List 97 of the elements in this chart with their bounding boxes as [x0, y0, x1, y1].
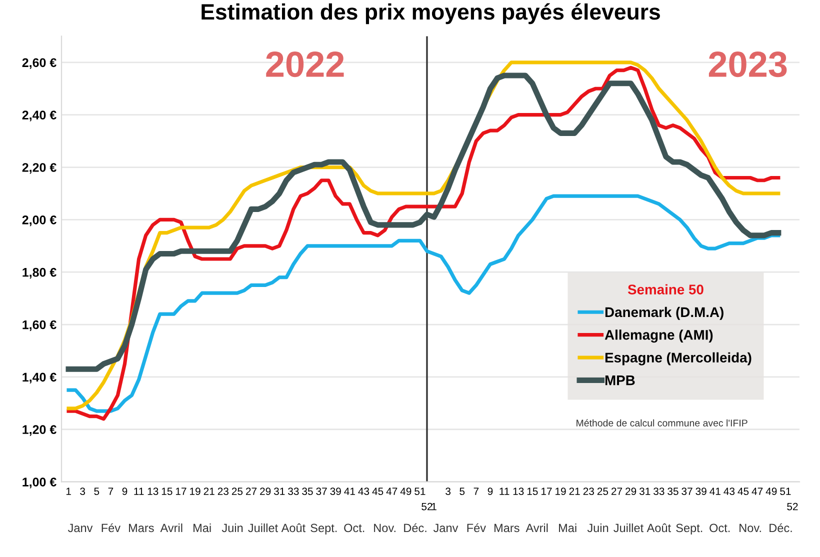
x-tick-label: 9: [122, 488, 128, 496]
x-tick-label: 1: [432, 503, 436, 510]
x-tick-label: 41: [710, 488, 720, 495]
y-tick-label: 2,20 €: [22, 163, 56, 174]
text: Déc.: [770, 523, 792, 532]
legend-label: MPB: [605, 376, 635, 386]
x-tick-label: 25: [232, 488, 243, 496]
y-tick-label: 1,40 €: [22, 372, 56, 384]
x-tick-label: 49: [400, 488, 412, 496]
x-tick-label: 19: [556, 488, 566, 496]
x-tick-label: 17: [541, 488, 552, 495]
y-tick-label: 1,80 €: [22, 268, 56, 279]
text: Nov.: [374, 524, 396, 532]
text: Janv: [68, 524, 93, 532]
x-tick-label: 29: [260, 488, 271, 496]
annotation: 2022: [266, 52, 344, 78]
text: Nov.: [740, 524, 761, 532]
x-tick-label: 27: [611, 488, 622, 495]
x-tick-label: 49: [766, 488, 777, 496]
text: Août: [281, 523, 306, 532]
y-tick-label: 2,60 €: [22, 58, 56, 69]
text: Août: [646, 523, 671, 532]
line-series: [66, 194, 780, 413]
x-tick-label: 33: [654, 488, 664, 496]
x-tick-label: 11: [500, 488, 510, 495]
text: Avril: [526, 523, 548, 532]
x-tick-label: 52: [787, 502, 798, 510]
text: Sept.: [676, 524, 702, 534]
legend-label: Danemark (D.M.A): [605, 306, 724, 320]
x-tick-label: 41: [344, 488, 355, 495]
x-tick-label: 5: [94, 488, 100, 496]
text: Janv: [433, 524, 458, 532]
text: Fév: [467, 523, 486, 532]
text: Mai: [559, 523, 576, 532]
x-tick-label: 33: [288, 488, 299, 496]
x-tick-label: 13: [513, 488, 524, 496]
x-tick-label: 1: [66, 488, 71, 495]
x-tick-label: 15: [162, 488, 172, 496]
x-tick-label: 7: [474, 488, 479, 495]
x-tick-label: 43: [724, 488, 735, 496]
text: Déc.: [404, 523, 426, 532]
text: Oct.: [710, 524, 730, 532]
legend-title: Semaine 50: [628, 284, 704, 294]
x-tick-label: 11: [134, 488, 144, 495]
x-tick-label: 52: [422, 502, 432, 510]
x-tick-label: 37: [682, 488, 692, 496]
x-tick-label: 45: [372, 488, 384, 496]
x-tick-label: 5: [460, 488, 465, 496]
x-tick-label: 35: [668, 488, 678, 496]
x-tick-label: 17: [176, 488, 186, 495]
text: Mai: [194, 523, 211, 532]
text: Oct.: [344, 524, 364, 532]
text: Avril: [160, 523, 182, 532]
legend-label: Allemagne (AMI): [604, 330, 713, 343]
annotation: Méthode de calcul commune avec l'IFIP: [576, 419, 748, 426]
text: Juillet: [614, 523, 644, 532]
x-tick-label: 9: [488, 488, 493, 496]
y-tick-label: 2,40 €: [22, 110, 56, 122]
x-tick-label: 43: [358, 488, 370, 496]
x-tick-label: 19: [190, 488, 200, 496]
text: Fév: [102, 523, 120, 532]
y-tick-label: 1,20 €: [22, 425, 56, 436]
x-tick-label: 47: [752, 488, 763, 495]
y-tick-label: 2,00 €: [22, 215, 56, 226]
text: Juin: [222, 523, 243, 532]
x-tick-label: 23: [218, 488, 228, 496]
x-tick-label: 31: [274, 488, 285, 496]
x-tick-label: 27: [246, 488, 257, 495]
x-tick-label: 39: [696, 488, 706, 496]
annotation: 2023: [708, 52, 787, 78]
x-tick-label: 15: [527, 488, 538, 496]
x-tick-label: 29: [626, 488, 636, 496]
chart-title: Estimation des prix moyens payés éleveurs: [202, 3, 660, 24]
x-tick-label: 45: [738, 488, 749, 496]
x-tick-label: 51: [414, 488, 426, 496]
x-tick-label: 47: [386, 488, 398, 495]
x-tick-label: 21: [204, 488, 214, 495]
x-tick-label: 13: [148, 488, 158, 496]
text: Mars: [129, 524, 154, 532]
x-tick-label: 51: [780, 488, 791, 496]
y-tick-label: 1,00 €: [22, 478, 56, 488]
x-tick-label: 25: [597, 488, 608, 496]
legend-label: Espagne (Mercolleida): [605, 352, 752, 366]
x-tick-label: 31: [639, 488, 650, 496]
x-tick-label: 23: [583, 488, 594, 496]
x-tick-label: 37: [316, 488, 327, 496]
x-tick-label: 21: [569, 488, 580, 495]
y-tick-label: 1,60 €: [22, 320, 56, 331]
text: Juin: [587, 523, 608, 532]
x-tick-label: 39: [330, 488, 341, 496]
text: Sept.: [310, 524, 337, 534]
x-tick-label: 3: [80, 488, 86, 496]
text: Juillet: [248, 523, 278, 532]
x-tick-label: 35: [302, 488, 313, 496]
text: Mars: [494, 524, 520, 532]
x-tick-label: 7: [108, 488, 114, 495]
x-tick-label: 3: [446, 488, 451, 496]
